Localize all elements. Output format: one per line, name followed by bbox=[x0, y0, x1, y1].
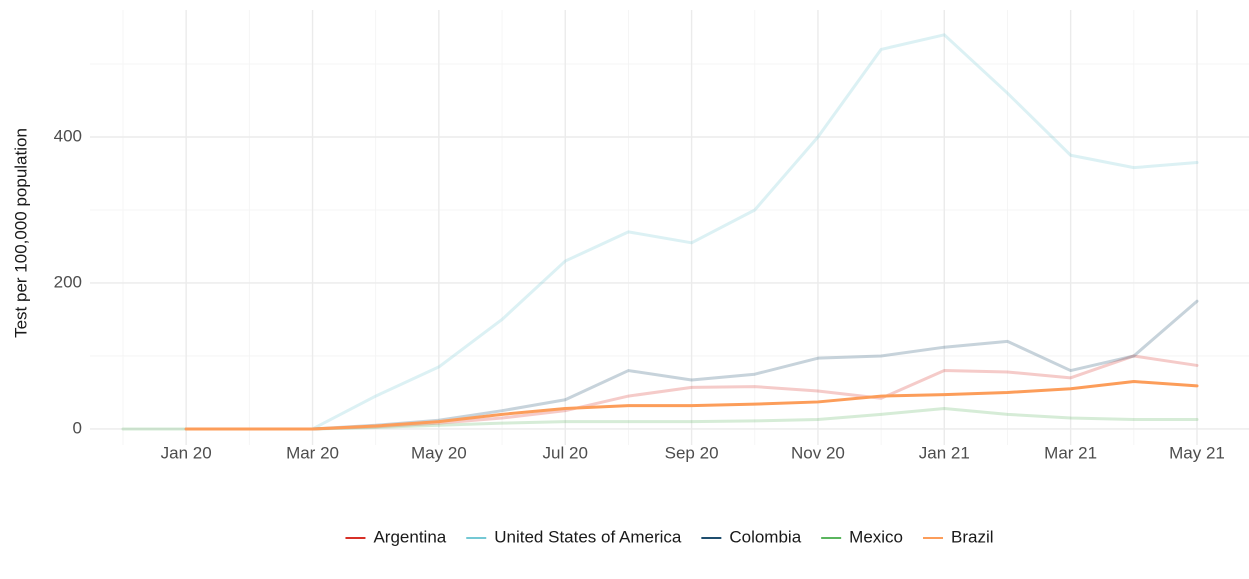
y-tick-label: 200 bbox=[54, 272, 82, 291]
series-line bbox=[121, 407, 1199, 431]
x-tick-label: May 21 bbox=[1169, 443, 1225, 462]
x-tick-label: Sep 20 bbox=[665, 443, 719, 462]
legend-label: United States of America bbox=[494, 527, 682, 546]
legend-label: Colombia bbox=[729, 527, 801, 546]
x-tick-label: Mar 20 bbox=[286, 443, 339, 462]
y-tick-label: 0 bbox=[73, 418, 82, 437]
legend-label: Mexico bbox=[849, 527, 903, 546]
series-line bbox=[184, 380, 1199, 431]
y-axis-title: Test per 100,000 population bbox=[11, 128, 30, 338]
x-tick-label: Jan 21 bbox=[919, 443, 970, 462]
series-line bbox=[311, 33, 1199, 431]
legend-label: Argentina bbox=[373, 527, 446, 546]
legend-label: Brazil bbox=[951, 527, 994, 546]
x-tick-label: Jan 20 bbox=[161, 443, 212, 462]
x-tick-label: Jul 20 bbox=[543, 443, 588, 462]
x-tick-label: Mar 21 bbox=[1044, 443, 1097, 462]
legend: Argentina United States of America Colombi… bbox=[345, 527, 994, 546]
x-tick-label: Nov 20 bbox=[791, 443, 845, 462]
x-tick-label: May 20 bbox=[411, 443, 467, 462]
y-tick-label: 400 bbox=[54, 126, 82, 145]
